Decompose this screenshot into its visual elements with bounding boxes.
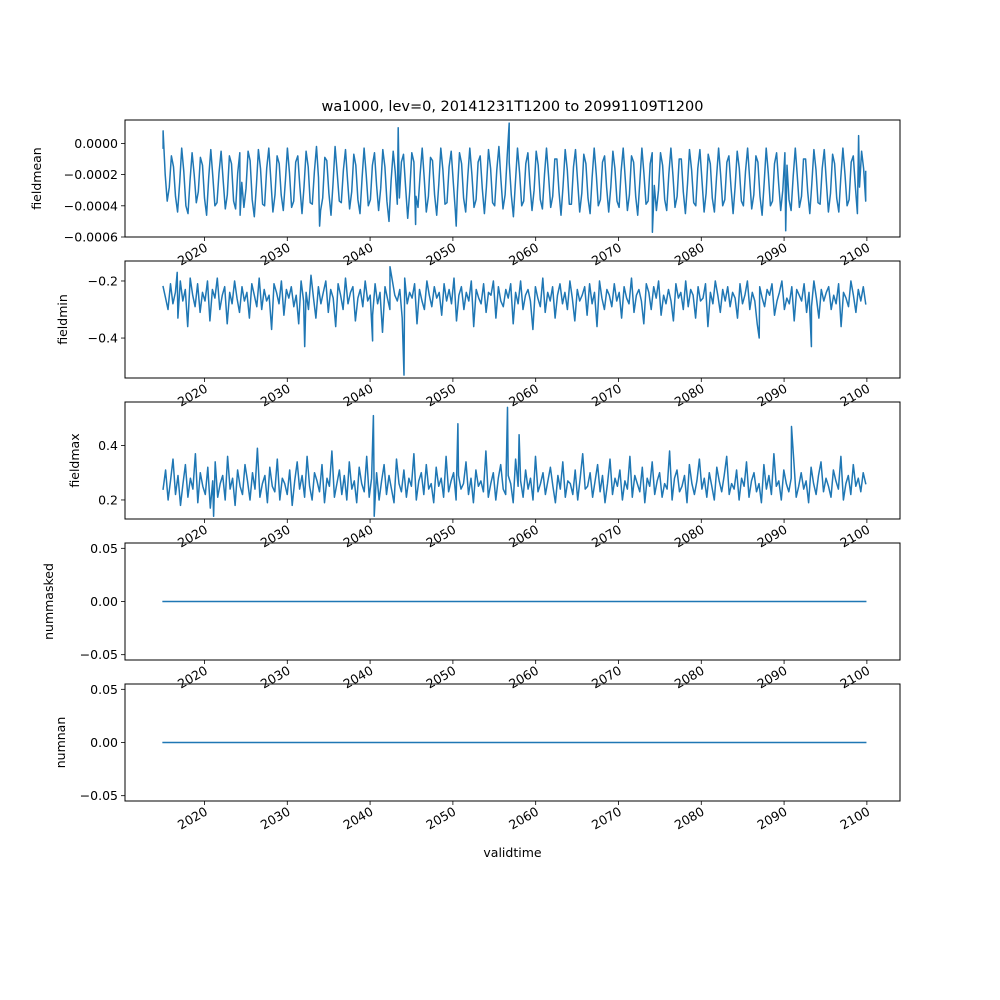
y-axis-label: fieldmin xyxy=(55,294,70,345)
y-tick-label: −0.0004 xyxy=(64,198,118,213)
y-axis-label: fieldmax xyxy=(67,433,82,487)
axes-frame xyxy=(124,260,901,379)
y-tick-label: −0.4 xyxy=(88,331,118,346)
series-line-fieldmax xyxy=(162,406,867,518)
series-line-fieldmean xyxy=(162,122,867,234)
chart-title: wa1000, lev=0, 20141231T1200 to 20991109… xyxy=(322,99,704,115)
y-tick-label: −0.05 xyxy=(80,647,118,662)
y-tick-label: −0.2 xyxy=(88,273,118,288)
y-tick-label: 0.4 xyxy=(98,438,118,453)
y-tick-label: 0.00 xyxy=(90,735,118,750)
series-line-fieldmin xyxy=(162,265,867,376)
y-tick-label: 0.05 xyxy=(90,682,118,697)
y-tick-label: −0.05 xyxy=(80,788,118,803)
y-axis-label: fieldmean xyxy=(29,147,44,209)
axes-frame xyxy=(124,119,901,238)
y-tick-label: 0.2 xyxy=(98,492,118,507)
y-tick-label: 0.05 xyxy=(90,541,118,556)
axes-frame xyxy=(124,401,901,520)
y-tick-label: 0.0000 xyxy=(74,136,118,151)
x-axis-label: validtime xyxy=(483,845,541,860)
y-axis-label: numnan xyxy=(53,717,68,769)
y-tick-label: 0.00 xyxy=(90,594,118,609)
y-tick-label: −0.0006 xyxy=(64,230,118,245)
y-axis-label: nummasked xyxy=(41,563,56,640)
y-tick-label: −0.0002 xyxy=(64,167,118,182)
